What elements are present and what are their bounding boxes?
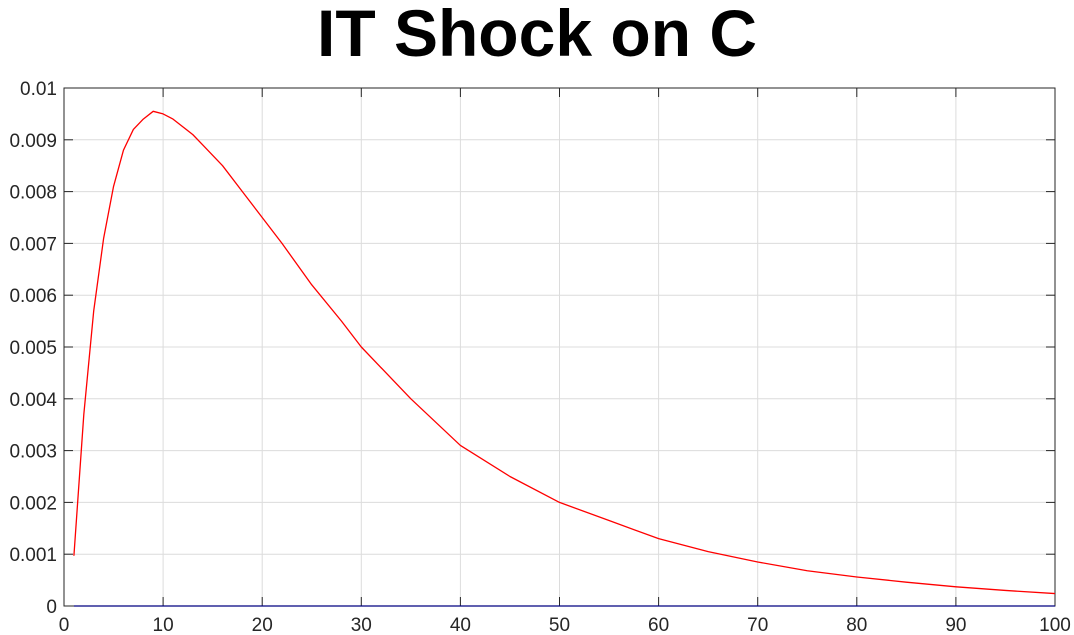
y-tick-label: 0.004 [9, 390, 57, 411]
y-tick-label: 0.009 [9, 131, 57, 152]
y-axis-tick-labels: 0 0.001 0.002 0.003 0.004 0.005 0.006 0.007 0.00… [9, 79, 57, 618]
x-tick-label: 10 [153, 615, 174, 635]
x-tick-label: 60 [648, 615, 669, 635]
x-tick-label: 100 [1039, 615, 1071, 635]
chart-title: IT Shock on C [316, 0, 758, 70]
x-tick-label: 80 [846, 615, 867, 635]
x-tick-label: 90 [945, 615, 966, 635]
y-tick-label: 0.006 [9, 286, 57, 307]
x-tick-label: 50 [549, 615, 570, 635]
x-tick-label: 70 [747, 615, 768, 635]
y-tick-label: 0 [46, 597, 57, 618]
series-lines [73, 110, 1056, 607]
y-tick-label: 0.002 [9, 493, 57, 514]
y-tick-label: 0.007 [9, 234, 57, 255]
y-tick-label: 0.01 [20, 79, 57, 100]
x-tick-label: 40 [450, 615, 471, 635]
y-tick-label: 0.003 [9, 442, 57, 463]
x-tick-label: 0 [59, 615, 70, 635]
series-line-0 [73, 110, 1056, 595]
axis-ticks [63, 87, 1056, 607]
x-tick-label: 20 [252, 615, 273, 635]
x-axis-tick-labels: 0 10 20 30 40 50 60 70 80 90 100 [59, 615, 1071, 635]
y-tick-label: 0.001 [9, 545, 57, 566]
grid-lines [63, 87, 1056, 607]
y-tick-label: 0.008 [9, 183, 57, 204]
x-tick-label: 30 [351, 615, 372, 635]
y-tick-label: 0.005 [9, 338, 57, 359]
